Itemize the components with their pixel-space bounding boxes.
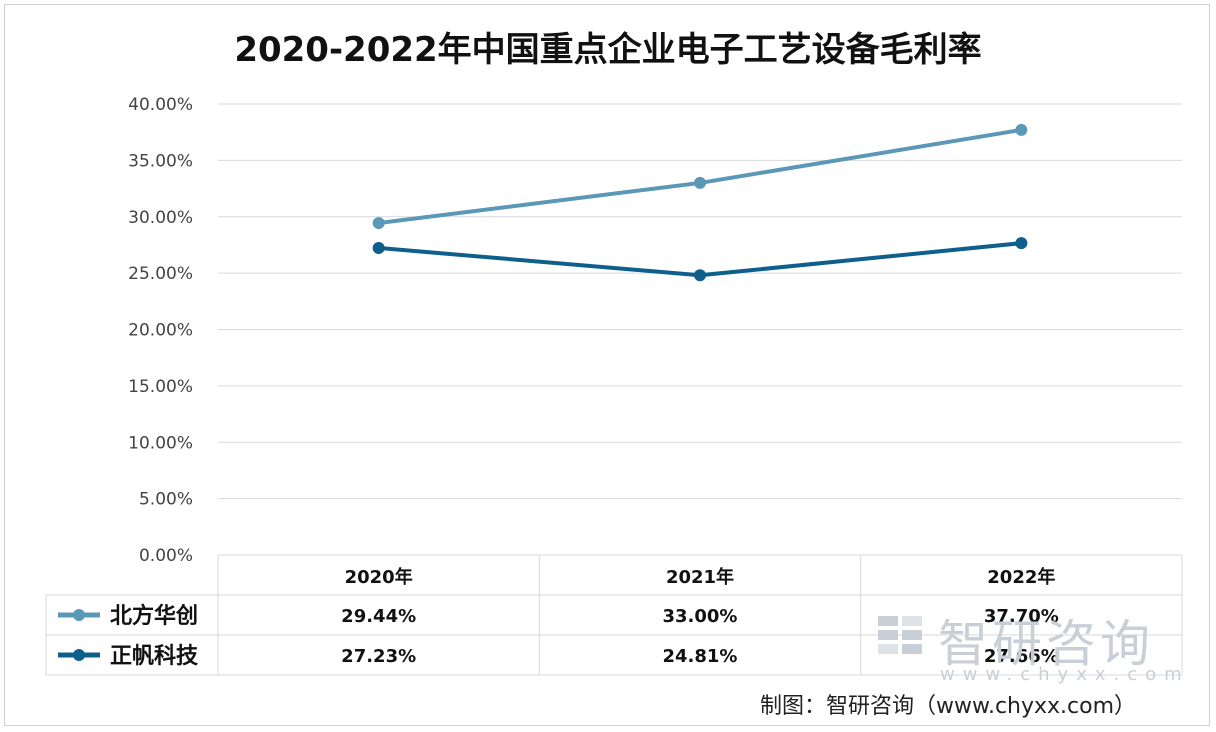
watermark-brand: 智研咨询 bbox=[938, 615, 1154, 673]
legend-label: 北方华创 bbox=[110, 603, 198, 629]
legend-marker bbox=[73, 609, 85, 621]
y-tick-label: 20.00% bbox=[128, 321, 193, 341]
chart-frame bbox=[4, 4, 1210, 726]
legend-marker bbox=[73, 649, 85, 661]
data-table-value: 24.81% bbox=[663, 646, 738, 667]
data-table-value: 33.00% bbox=[663, 606, 738, 627]
data-point bbox=[694, 176, 706, 189]
legend-label: 正帆科技 bbox=[110, 644, 199, 669]
x-category-label: 2021年 bbox=[666, 566, 734, 588]
watermark-url: www.chyxx.com bbox=[940, 664, 1190, 685]
y-tick-label: 15.00% bbox=[128, 377, 193, 397]
data-table-value: 27.23% bbox=[341, 646, 416, 667]
y-tick-label: 0.00% bbox=[139, 546, 193, 566]
data-point bbox=[1015, 237, 1028, 250]
data-point bbox=[694, 269, 706, 282]
source-note: 制图：智研咨询（www.chyxx.com） bbox=[760, 694, 1137, 719]
y-tick-label: 35.00% bbox=[128, 151, 193, 171]
y-tick-label: 10.00% bbox=[128, 433, 193, 453]
data-point bbox=[372, 217, 385, 230]
y-tick-label: 25.00% bbox=[128, 264, 193, 284]
data-table-value: 37.70% bbox=[984, 606, 1059, 627]
chart-title: 2020-2022年中国重点企业电子工艺设备毛利率 bbox=[234, 30, 982, 70]
data-table-value: 27.66% bbox=[984, 646, 1059, 667]
y-tick-label: 5.00% bbox=[139, 490, 193, 510]
x-category-label: 2022年 bbox=[987, 566, 1055, 588]
x-category-label: 2020年 bbox=[345, 566, 413, 588]
series-line bbox=[378, 127, 1022, 226]
watermark-logo bbox=[878, 616, 922, 654]
data-table-value: 29.44% bbox=[341, 606, 416, 627]
data-point bbox=[1015, 123, 1028, 136]
y-tick-label: 40.00% bbox=[128, 95, 193, 115]
y-tick-label: 30.00% bbox=[128, 208, 193, 228]
data-point bbox=[372, 241, 385, 254]
